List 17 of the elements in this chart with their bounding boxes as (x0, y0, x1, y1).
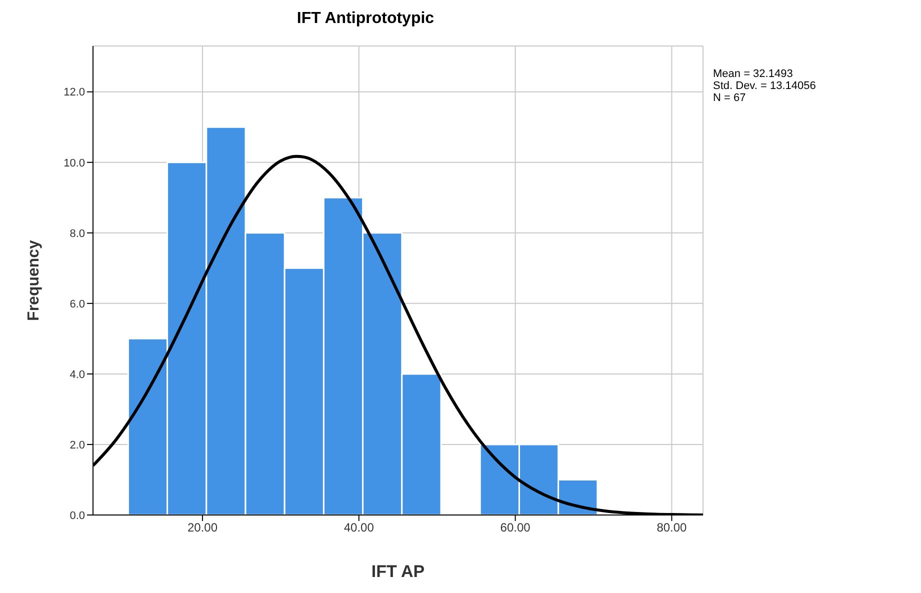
x-tick-label: 20.00 (187, 520, 218, 535)
x-tick-label: 60.00 (500, 520, 531, 535)
y-tick-label: 2.0 (70, 439, 85, 452)
y-tick-label: 12.0 (64, 86, 85, 99)
y-tick-label: 6.0 (70, 298, 85, 310)
y-tick-label: 8.0 (70, 228, 85, 240)
x-tick-label: 40.00 (344, 520, 374, 535)
y-tick-label: 0.0 (70, 510, 85, 522)
text: Std. Dev. = 13.14056 (713, 80, 816, 92)
text: Mean = 32.1493 (713, 68, 794, 80)
x-tick-label: 80.00 (656, 520, 688, 535)
y-axis-title: Frequency (26, 240, 43, 321)
x-axis-title: IFT AP (371, 562, 425, 581)
text: N = 67 (713, 92, 747, 104)
chart-title: IFT Antiprototypic (296, 10, 436, 28)
y-tick-label: 10.0 (64, 157, 85, 170)
y-tick-label: 4.0 (70, 368, 85, 381)
